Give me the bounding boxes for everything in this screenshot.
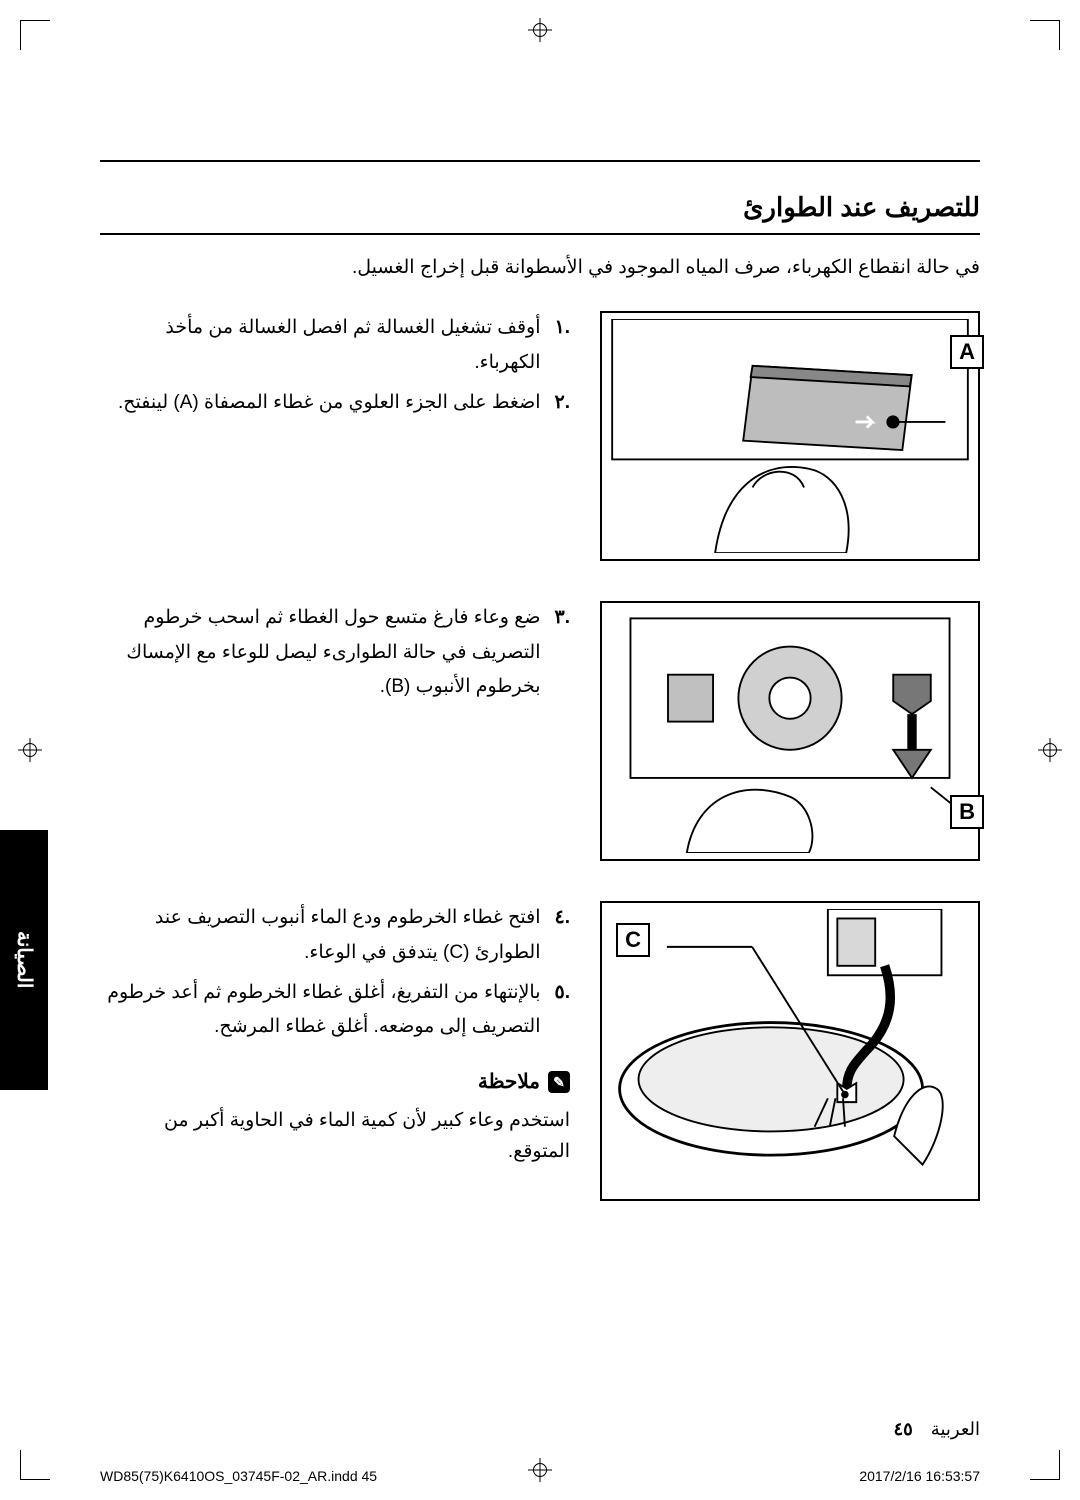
section-title: للتصريف عند الطوارئ — [100, 192, 980, 235]
instruction-block-c: C .٤افتح غطاء الخرطوم ودع الماء أنبوب ال… — [100, 901, 980, 1201]
steps-list-a: .١أوقف تشغيل الغسالة ثم افصل الغسالة من … — [100, 311, 570, 420]
imprint-line: WD85(75)K6410OS_03745F-02_AR.indd 45 201… — [100, 1468, 980, 1484]
note-icon: ✎ — [548, 1071, 570, 1093]
figure-b-svg — [608, 609, 972, 853]
step-text: اضغط على الجزء العلوي من غطاء المصفاة (A… — [118, 386, 541, 420]
step-item: .٥بالإنتهاء من التفريغ، أغلق غطاء الخرطو… — [100, 976, 570, 1044]
note-title: ملاحظة — [478, 1064, 540, 1100]
intro-text: في حالة انقطاع الكهرباء، صرف المياه المو… — [100, 253, 980, 283]
step-number: .١ — [555, 311, 571, 379]
note-heading: ✎ ملاحظة — [100, 1064, 570, 1100]
footer-language: العربية — [931, 1419, 980, 1440]
step-number: .٢ — [555, 386, 571, 420]
footer-page-number: ٤٥ — [893, 1419, 912, 1440]
registration-mark — [528, 18, 552, 42]
registration-mark — [18, 738, 42, 762]
imprint-timestamp: 2017/2/16 16:53:57 — [859, 1468, 980, 1484]
top-rule — [100, 160, 980, 162]
page-content: للتصريف عند الطوارئ في حالة انقطاع الكهر… — [100, 160, 980, 1400]
figure-b: B — [600, 601, 980, 861]
page-footer: العربية ٤٥ — [893, 1419, 980, 1440]
crop-mark — [1030, 1450, 1060, 1480]
crop-mark — [1030, 20, 1060, 50]
step-text: بالإنتهاء من التفريغ، أغلق غطاء الخرطوم … — [100, 976, 541, 1044]
figure-a: A — [600, 311, 980, 561]
instruction-block-b: B .٣ضع وعاء فارغ متسع حول الغطاء ثم اسحب… — [100, 601, 980, 861]
step-item: .٣ضع وعاء فارغ متسع حول الغطاء ثم اسحب خ… — [100, 601, 570, 704]
step-item: .٤افتح غطاء الخرطوم ودع الماء أنبوب التص… — [100, 901, 570, 969]
callout-b: B — [950, 795, 984, 829]
step-text: افتح غطاء الخرطوم ودع الماء أنبوب التصري… — [100, 901, 541, 969]
crop-mark — [20, 1450, 50, 1480]
step-text: ضع وعاء فارغ متسع حول الغطاء ثم اسحب خرط… — [100, 601, 541, 704]
step-item: .١أوقف تشغيل الغسالة ثم افصل الغسالة من … — [100, 311, 570, 379]
callout-c: C — [616, 923, 650, 957]
figure-a-svg — [608, 319, 972, 553]
registration-mark — [1038, 738, 1062, 762]
step-number: .٣ — [555, 601, 571, 704]
crop-mark — [20, 20, 50, 50]
callout-a: A — [950, 335, 984, 369]
imprint-file: WD85(75)K6410OS_03745F-02_AR.indd 45 — [100, 1468, 377, 1484]
figure-c: C — [600, 901, 980, 1201]
figure-c-svg — [608, 909, 972, 1193]
step-text: أوقف تشغيل الغسالة ثم افصل الغسالة من مأ… — [100, 311, 541, 379]
side-tab-maintenance: الصيانة — [0, 830, 48, 1090]
steps-list-b: .٣ضع وعاء فارغ متسع حول الغطاء ثم اسحب خ… — [100, 601, 570, 704]
instruction-block-a: A .١أوقف تشغيل الغسالة ثم افصل الغسالة م… — [100, 311, 980, 561]
step-number: .٥ — [555, 976, 571, 1044]
step-number: .٤ — [555, 901, 571, 969]
note-body: استخدم وعاء كبير لأن كمية الماء في الحاو… — [100, 1106, 570, 1167]
step-item: .٢ اضغط على الجزء العلوي من غطاء المصفاة … — [100, 386, 570, 420]
steps-list-c: .٤افتح غطاء الخرطوم ودع الماء أنبوب التص… — [100, 901, 570, 1044]
